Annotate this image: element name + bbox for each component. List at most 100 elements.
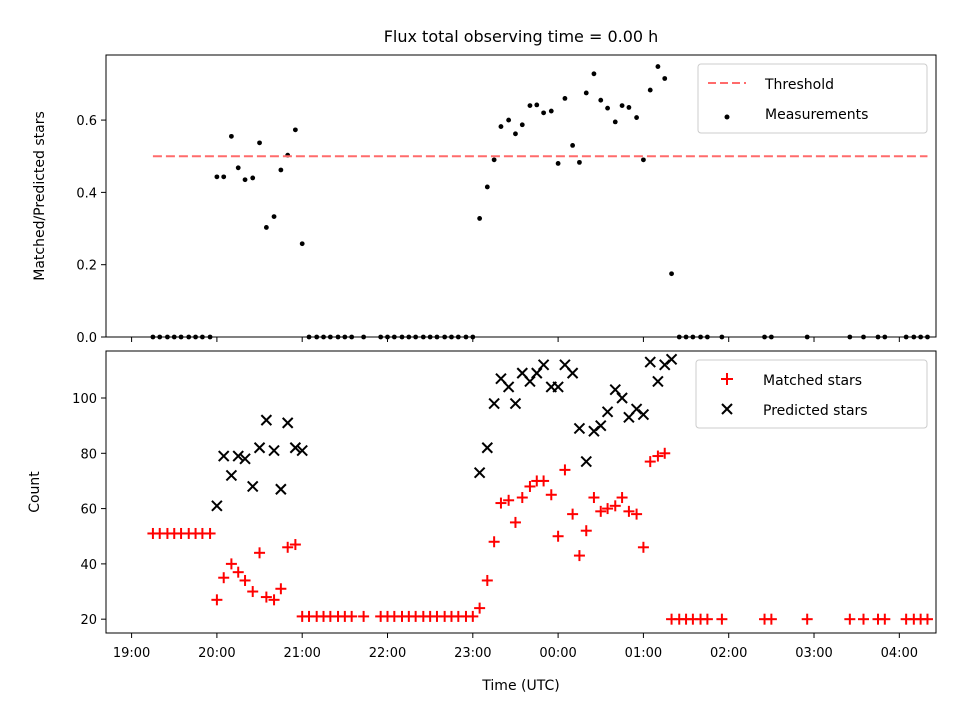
predicted-star-stroke-b xyxy=(289,442,302,454)
predicted-star-point xyxy=(524,375,536,388)
matched-star-point xyxy=(659,447,671,459)
measurement-point xyxy=(292,127,298,133)
bottom-x-tick-label: 00:00 xyxy=(539,646,576,661)
bottom-x-tick-label: 21:00 xyxy=(283,646,320,661)
bottom-x-tick-label: 22:00 xyxy=(369,646,406,661)
legend-matched-label: Matched stars xyxy=(763,373,862,389)
top-y-axis-label: Matched/Predicted stars xyxy=(32,111,48,281)
measurement-point xyxy=(598,97,604,103)
measurement-point xyxy=(527,103,533,109)
matched-star-point xyxy=(844,613,856,625)
predicted-star-stroke-b xyxy=(616,392,628,404)
legend-predicted-swatch xyxy=(721,403,733,415)
matched-star-point xyxy=(358,610,370,622)
predicted-star-stroke-b xyxy=(516,367,528,379)
predicted-star-stroke-b xyxy=(509,397,522,410)
matched-star-point xyxy=(218,572,230,584)
top-y-tick-label: 0.2 xyxy=(76,259,97,274)
predicted-star-point xyxy=(218,450,230,462)
measurement-point xyxy=(506,117,512,123)
predicted-star-point xyxy=(289,442,302,454)
measurement-point xyxy=(221,174,227,180)
top-legend-box xyxy=(697,63,928,134)
predicted-star-stroke-b xyxy=(225,469,238,482)
predicted-star-point xyxy=(580,455,592,468)
predicted-star-stroke-b xyxy=(595,419,607,432)
predicted-star-stroke-b xyxy=(232,450,244,462)
measurement-point xyxy=(591,71,597,77)
predicted-star-stroke-b xyxy=(644,356,656,368)
measurement-point xyxy=(583,90,589,96)
matched-star-point xyxy=(545,489,557,501)
matched-star-point xyxy=(474,602,486,614)
predicted-stars-layer xyxy=(211,353,678,512)
predicted-star-point xyxy=(573,422,586,435)
measurement-point xyxy=(278,167,284,173)
matched-star-point xyxy=(637,541,649,553)
matched-star-point xyxy=(268,594,280,606)
bottom-x-tick-label: 02:00 xyxy=(710,646,747,661)
predicted-star-stroke-b xyxy=(524,375,536,388)
measurement-point xyxy=(228,133,234,139)
predicted-star-stroke-b xyxy=(566,367,579,379)
top-legend: Threshold Measurements xyxy=(697,63,928,134)
matched-star-point xyxy=(801,613,813,625)
measurement-point xyxy=(271,214,277,220)
predicted-star-point xyxy=(665,353,678,366)
top-chart-title: Flux total observing time = 0.00 h xyxy=(384,27,659,46)
measurement-point xyxy=(634,115,639,120)
predicted-star-stroke-b xyxy=(609,383,621,396)
matched-star-point xyxy=(701,613,713,625)
matched-star-point xyxy=(488,536,500,548)
predicted-star-stroke-b xyxy=(665,353,678,366)
predicted-star-point xyxy=(253,442,266,454)
matched-star-point xyxy=(631,508,643,520)
bottom-x-tick-label: 04:00 xyxy=(881,646,918,661)
predicted-star-point xyxy=(488,397,500,410)
matched-star-point xyxy=(346,610,358,622)
bottom-y-ticks: 20 40 60 80 100 xyxy=(72,392,106,628)
measurement-point xyxy=(626,105,632,110)
bottom-legend-box xyxy=(695,359,928,429)
predicted-star-point xyxy=(239,453,251,465)
matched-stars-layer xyxy=(147,447,933,625)
matched-star-point xyxy=(225,558,237,570)
measurement-point xyxy=(577,159,582,165)
predicted-star-stroke-b xyxy=(630,403,643,415)
bottom-x-tick-label: 01:00 xyxy=(625,646,662,661)
predicted-star-stroke-b xyxy=(281,417,294,429)
matched-star-point xyxy=(921,613,933,625)
predicted-star-point xyxy=(232,450,244,462)
measurement-point xyxy=(484,184,490,190)
bottom-legend: Matched stars Predicted stars xyxy=(695,359,928,429)
predicted-star-stroke-b xyxy=(573,422,586,435)
matched-star-point xyxy=(232,566,244,578)
measurement-point xyxy=(491,157,497,163)
bottom-x-tick-label: 20:00 xyxy=(198,646,235,661)
measurement-point xyxy=(612,119,618,125)
bottom-x-ticks: 19:00 20:00 21:00 22:00 23:00 00:00 01:00 02:00… xyxy=(113,633,918,661)
matched-star-point xyxy=(204,527,216,539)
matched-star-point xyxy=(282,541,294,553)
predicted-star-stroke-b xyxy=(239,453,251,465)
matched-star-point xyxy=(652,450,664,462)
matched-star-point xyxy=(616,492,628,504)
measurement-point xyxy=(299,241,305,247)
top-y-tick-label: 0.0 xyxy=(76,331,97,346)
predicted-star-stroke-b xyxy=(652,375,664,388)
measurement-point xyxy=(562,95,568,101)
predicted-star-stroke-b xyxy=(260,414,273,426)
predicted-star-point xyxy=(566,367,579,379)
matched-star-point xyxy=(538,475,550,487)
predicted-star-stroke-b xyxy=(488,397,500,410)
bottom-plot-frame xyxy=(105,350,937,634)
predicted-star-point xyxy=(609,383,621,396)
predicted-star-point xyxy=(595,419,607,432)
predicted-star-stroke-b xyxy=(601,406,614,418)
bottom-panel: 20 40 60 80 100 19:00 20:00 21:00 22:00 23:00 00:… xyxy=(27,350,937,694)
matched-star-point xyxy=(275,583,287,595)
predicted-star-stroke-b xyxy=(218,450,230,462)
measurement-point xyxy=(541,110,547,116)
measurement-point xyxy=(534,102,540,108)
top-y-ticks: 0.0 0.2 0.4 0.6 xyxy=(76,114,106,346)
